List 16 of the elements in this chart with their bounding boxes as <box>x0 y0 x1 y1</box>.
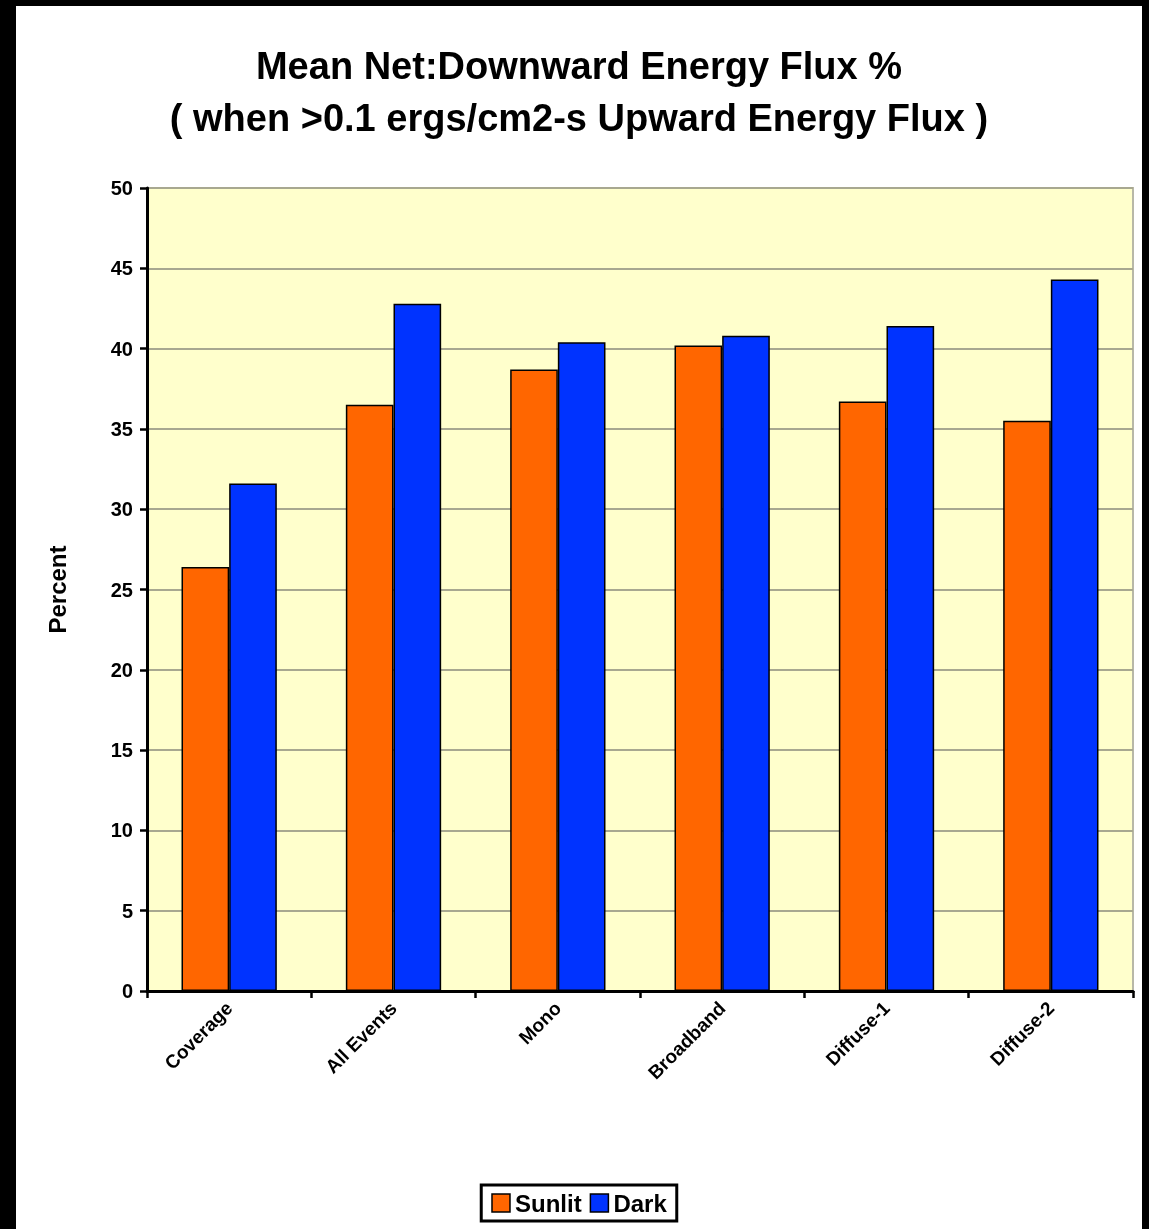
y-tick-label: 45 <box>110 257 133 280</box>
y-tick-label: 15 <box>110 739 133 762</box>
y-tick-label: 50 <box>110 177 133 199</box>
y-tick-label: 40 <box>110 337 133 360</box>
chart-subtitle: ( when >0.1 ergs/cm2-s Upward Energy Flux ) <box>169 97 989 139</box>
y-axis-title: Percent <box>43 545 71 634</box>
legend-label: Dark <box>613 1189 668 1217</box>
y-tick-label: 35 <box>110 417 133 440</box>
y-tick-label: 5 <box>121 899 133 922</box>
y-tick-label: 0 <box>121 980 133 1002</box>
chart-title: Mean Net:Downward Energy Flux % <box>255 45 903 87</box>
y-tick-label: 30 <box>110 498 133 521</box>
y-tick-label: 25 <box>110 578 133 601</box>
y-tick-label: 10 <box>110 819 133 842</box>
y-tick-label: 20 <box>110 658 133 681</box>
legend-label: Sunlit <box>514 1189 582 1217</box>
